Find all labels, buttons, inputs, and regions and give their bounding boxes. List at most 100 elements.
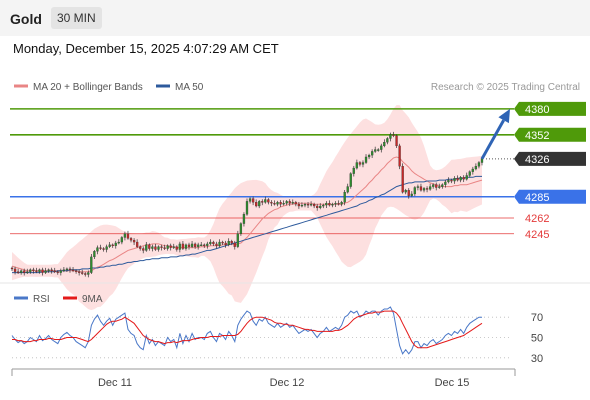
candle-body: [50, 269, 53, 271]
candle-body: [328, 203, 331, 206]
candle-body: [425, 188, 429, 190]
candle: [270, 200, 273, 207]
candle: [139, 245, 142, 251]
candle: [288, 199, 291, 207]
candle: [157, 245, 160, 252]
candle: [474, 163, 478, 171]
candle: [44, 267, 47, 274]
candle-body: [404, 190, 407, 193]
candle: [26, 268, 29, 274]
rsi-legend: RSI 9MA: [14, 294, 103, 305]
candle-body: [187, 244, 191, 247]
candle: [346, 183, 349, 194]
candle: [343, 189, 346, 206]
candle-body: [142, 248, 145, 251]
candle-body: [389, 134, 392, 139]
candle-body: [401, 166, 404, 193]
candle: [29, 268, 32, 274]
candle-body: [303, 203, 307, 206]
candle-body: [111, 244, 114, 247]
candle-body: [154, 246, 157, 250]
candle: [340, 200, 343, 207]
candle-body: [105, 246, 108, 250]
candle: [68, 266, 72, 273]
rsi-tick-label: 50: [531, 333, 543, 345]
candle: [306, 202, 310, 208]
candle: [248, 197, 252, 204]
level-label-4262: 4262: [525, 213, 549, 225]
candle-body: [190, 243, 194, 247]
candle-body: [456, 178, 459, 181]
candle: [117, 239, 120, 245]
candle: [441, 183, 444, 189]
candle-body: [416, 186, 420, 188]
candle-body: [300, 204, 304, 207]
candle-body: [233, 242, 236, 247]
candle-body: [221, 241, 224, 244]
candle-body: [16, 271, 20, 273]
candle: [404, 188, 407, 195]
candle: [172, 243, 175, 250]
candle: [261, 199, 264, 206]
forecast-arrow: [480, 108, 510, 160]
candle: [41, 267, 44, 276]
candle: [154, 243, 157, 251]
candle-body: [288, 201, 291, 204]
candle: [203, 243, 206, 248]
candle: [114, 240, 117, 249]
candle-body: [255, 202, 258, 207]
candle-body: [480, 158, 484, 163]
rsi-line: [11, 306, 482, 355]
candle-body: [294, 202, 297, 205]
candle-body: [361, 162, 365, 165]
candle: [233, 240, 236, 250]
candle: [447, 177, 450, 184]
candle: [416, 184, 420, 191]
candle: [178, 241, 181, 253]
candle-body: [74, 270, 78, 272]
candle: [465, 172, 468, 181]
candle: [148, 243, 151, 251]
candle: [151, 244, 154, 252]
candle-body: [200, 244, 203, 247]
candle-body: [56, 271, 59, 273]
candle-body: [432, 184, 435, 187]
candles-group: [10, 131, 484, 278]
candle-body: [459, 177, 462, 181]
level-label-4285: 4285: [525, 192, 549, 204]
level-tag-4380: [514, 101, 586, 116]
candle-body: [468, 171, 471, 176]
candle: [438, 183, 441, 189]
level-label-4245: 4245: [525, 229, 549, 241]
candle: [123, 231, 127, 241]
candle: [184, 243, 188, 251]
rsi-ma-legend-label: 9MA: [82, 294, 103, 305]
candle-body: [441, 184, 444, 187]
candle-body: [20, 270, 23, 273]
ma20-legend-label: MA 20 + Bollinger Bands: [33, 82, 143, 93]
candle-body: [26, 271, 29, 273]
price-legend: MA 20 + Bollinger Bands MA 50 Research ©…: [14, 82, 580, 93]
level-label-4380: 4380: [525, 104, 549, 116]
candle: [163, 244, 166, 250]
timeframe-badge[interactable]: 30 MIN: [51, 7, 102, 29]
candle-body: [358, 162, 362, 165]
candle: [84, 272, 87, 277]
candle: [218, 239, 221, 248]
candle: [224, 240, 227, 248]
candle-body: [71, 269, 75, 271]
ma50-legend-label: MA 50: [175, 82, 204, 93]
x-axis: Dec 11 Dec 12 Dec 15: [11, 368, 516, 389]
candle-body: [62, 269, 66, 271]
candle: [398, 143, 401, 170]
candle-body: [212, 241, 215, 245]
candle-body: [218, 241, 221, 246]
candle-body: [151, 246, 154, 249]
candle-body: [184, 244, 188, 249]
candle-body: [477, 162, 481, 167]
rsi-tick-label: 70: [531, 312, 543, 324]
candle-body: [163, 247, 166, 249]
candle-body: [349, 173, 352, 187]
candle-body: [444, 181, 447, 185]
